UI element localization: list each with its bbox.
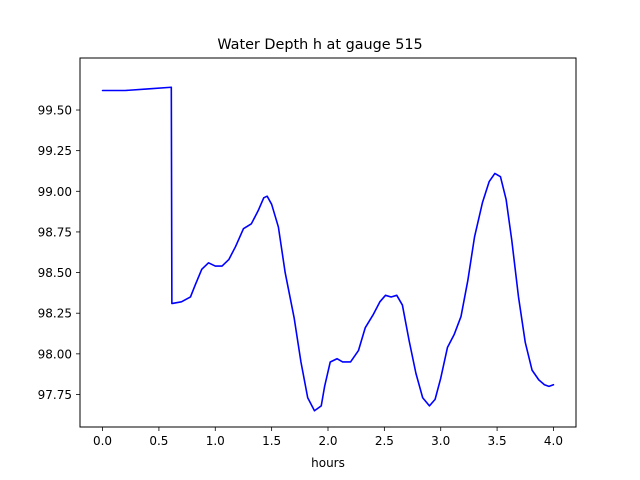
y-tick-label: 98.00	[38, 347, 72, 361]
x-tick-label: 3.0	[431, 434, 450, 448]
y-tick-label: 98.25	[38, 307, 72, 321]
y-tick-label: 99.50	[38, 104, 72, 118]
x-axis-label: hours	[311, 456, 345, 470]
y-tick-label: 97.75	[38, 388, 72, 402]
x-tick-label: 2.5	[375, 434, 394, 448]
y-tick-label: 99.25	[38, 144, 72, 158]
series-line	[101, 86, 555, 412]
x-tick-label: 1.5	[262, 434, 281, 448]
x-tick-label: 2.0	[318, 434, 337, 448]
x-axis: 0.0 0.5 1.0 1.5 2.0 2.5 3.0 3.5 4.0	[93, 427, 563, 448]
y-tick-label: 98.50	[38, 266, 72, 280]
x-tick-label: 3.5	[488, 434, 507, 448]
y-tick-label: 98.75	[38, 225, 72, 239]
x-tick-label: 0.0	[93, 434, 112, 448]
series-layer	[101, 86, 555, 412]
y-tick-label: 99.00	[38, 185, 72, 199]
x-tick-label: 1.0	[206, 434, 225, 448]
x-tick-label: 0.5	[149, 434, 168, 448]
x-tick-label: 4.0	[544, 434, 563, 448]
chart-title: Water Depth h at gauge 515	[217, 37, 422, 53]
y-axis: 97.75 98.00 98.25 98.50 98.75 99.00 99.25 99.50	[38, 104, 80, 402]
